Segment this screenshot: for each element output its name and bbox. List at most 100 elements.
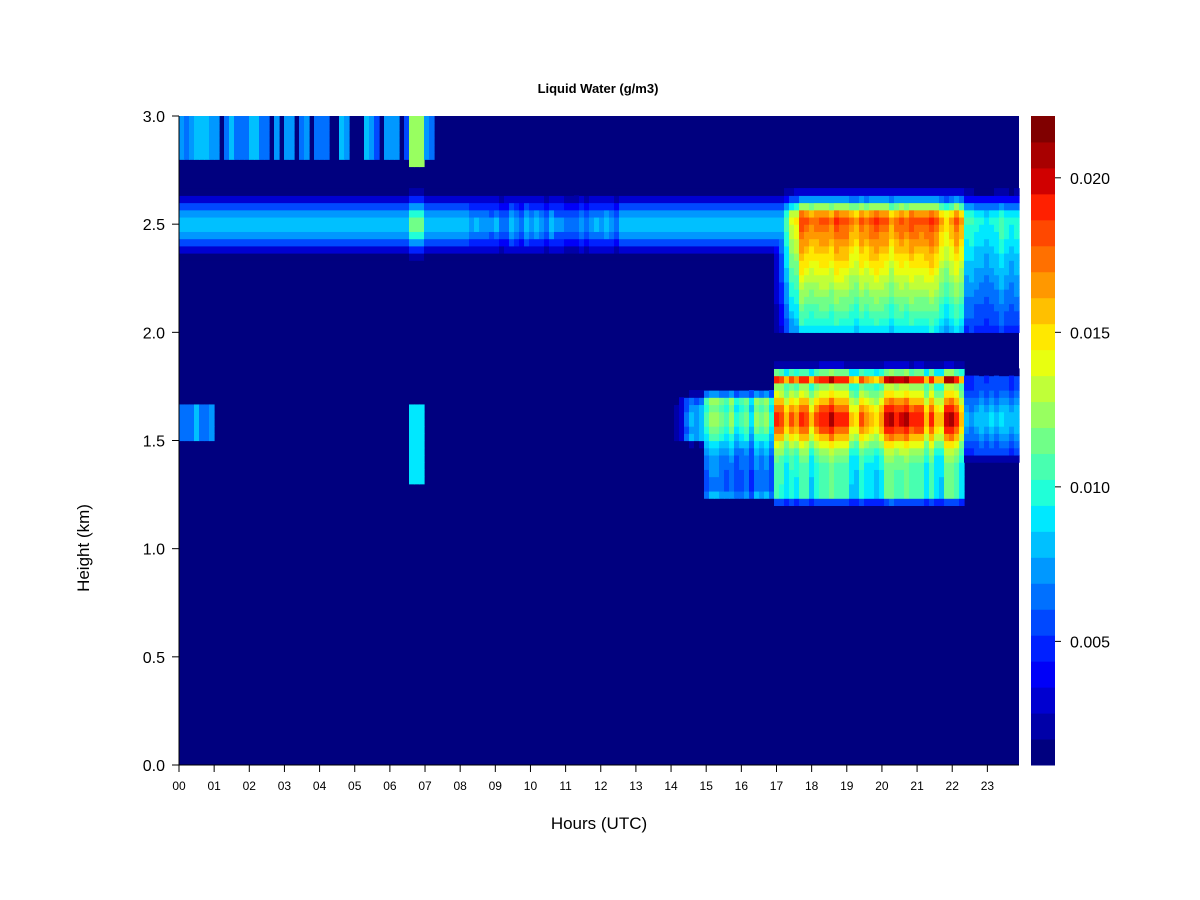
heatmap-cell bbox=[794, 202, 800, 211]
heatmap-cell bbox=[954, 498, 960, 506]
heatmap-cell bbox=[849, 216, 855, 225]
heatmap-cell bbox=[379, 238, 385, 247]
heatmap-cell bbox=[699, 426, 705, 434]
heatmap-cell bbox=[424, 245, 430, 254]
heatmap-cell bbox=[674, 397, 680, 406]
heatmap-cell bbox=[814, 202, 820, 211]
colorbar-tick-label: 0.015 bbox=[1070, 325, 1110, 342]
heatmap-cell bbox=[229, 202, 235, 211]
heatmap-cell bbox=[844, 476, 850, 485]
heatmap-cell bbox=[769, 490, 775, 499]
heatmap-cell bbox=[529, 195, 535, 204]
heatmap-cell bbox=[214, 202, 220, 211]
heatmap-cell bbox=[249, 144, 255, 153]
heatmap-cell bbox=[714, 469, 720, 478]
heatmap-cell bbox=[369, 209, 375, 218]
heatmap-cell bbox=[909, 498, 915, 506]
heatmap-cell bbox=[979, 281, 985, 290]
heatmap-cell bbox=[799, 447, 805, 456]
heatmap-cell bbox=[694, 404, 700, 413]
heatmap-cell bbox=[819, 462, 825, 470]
heatmap-cell bbox=[444, 195, 450, 204]
heatmap-cell bbox=[804, 303, 810, 312]
heatmap-cell bbox=[949, 274, 955, 283]
heatmap-cell bbox=[879, 245, 885, 254]
heatmap-cell bbox=[894, 382, 900, 391]
heatmap-cell bbox=[819, 397, 825, 406]
heatmap-cell bbox=[829, 498, 835, 506]
colorbar-segment bbox=[1031, 271, 1055, 299]
heatmap-cell bbox=[179, 418, 185, 427]
heatmap-cell bbox=[644, 216, 650, 225]
heatmap-cell bbox=[844, 267, 850, 276]
heatmap-cell bbox=[229, 238, 235, 247]
heatmap-cell bbox=[849, 296, 855, 305]
heatmap-cell bbox=[1004, 404, 1010, 413]
heatmap-cell bbox=[814, 433, 820, 442]
heatmap-cell bbox=[909, 188, 915, 196]
heatmap-cell bbox=[334, 231, 340, 240]
heatmap-cell bbox=[989, 390, 995, 398]
heatmap-cell bbox=[844, 469, 850, 478]
heatmap-cell bbox=[844, 260, 850, 269]
heatmap-cell bbox=[324, 202, 330, 211]
heatmap-cell bbox=[884, 397, 890, 406]
heatmap-cell bbox=[804, 447, 810, 456]
heatmap-cell bbox=[899, 469, 905, 478]
heatmap-cell bbox=[819, 296, 825, 305]
heatmap-cell bbox=[1009, 224, 1015, 232]
heatmap-cell bbox=[659, 202, 665, 211]
heatmap-cell bbox=[319, 224, 325, 232]
heatmap-cell bbox=[929, 433, 935, 442]
heatmap-cell bbox=[419, 440, 425, 449]
heatmap-cell bbox=[659, 238, 665, 247]
heatmap-cell bbox=[514, 216, 520, 225]
heatmap-cell bbox=[399, 245, 405, 254]
heatmap-cell bbox=[734, 454, 740, 463]
heatmap-cell bbox=[1004, 447, 1010, 456]
heatmap-cell bbox=[319, 144, 325, 153]
heatmap-cell bbox=[849, 404, 855, 413]
heatmap-cell bbox=[779, 310, 785, 319]
heatmap-cell bbox=[474, 209, 480, 218]
heatmap-cell bbox=[759, 245, 765, 254]
heatmap-cell bbox=[934, 260, 940, 269]
heatmap-cell bbox=[679, 426, 685, 434]
heatmap-cell bbox=[964, 260, 970, 269]
heatmap-cell bbox=[469, 224, 475, 232]
heatmap-cell bbox=[749, 209, 755, 218]
heatmap-cell bbox=[929, 317, 935, 326]
heatmap-cell bbox=[829, 368, 835, 377]
heatmap-cell bbox=[799, 209, 805, 218]
heatmap-cell bbox=[849, 498, 855, 506]
heatmap-cell bbox=[754, 454, 760, 463]
heatmap-cell bbox=[464, 188, 470, 196]
heatmap-cell bbox=[969, 260, 975, 269]
heatmap-cell bbox=[599, 188, 605, 196]
heatmap-cell bbox=[684, 404, 690, 413]
heatmap-cell bbox=[809, 361, 815, 369]
heatmap-cell bbox=[414, 144, 420, 153]
x-tick-label: 16 bbox=[735, 779, 749, 793]
heatmap-cell bbox=[319, 195, 325, 204]
heatmap-cell bbox=[204, 137, 210, 146]
heatmap-cell bbox=[424, 144, 430, 153]
heatmap-cell bbox=[834, 209, 840, 218]
heatmap-cell bbox=[299, 216, 305, 225]
heatmap-cell bbox=[434, 209, 440, 218]
heatmap-cell bbox=[749, 224, 755, 232]
heatmap-cell bbox=[539, 231, 545, 240]
heatmap-cell bbox=[854, 188, 860, 196]
heatmap-cell bbox=[429, 116, 435, 124]
heatmap-cell bbox=[229, 216, 235, 225]
heatmap-cell bbox=[609, 209, 615, 218]
heatmap-cell bbox=[764, 426, 770, 434]
heatmap-cell bbox=[939, 195, 945, 204]
heatmap-cell bbox=[784, 267, 790, 276]
heatmap-cell bbox=[864, 281, 870, 290]
heatmap-cell bbox=[419, 137, 425, 146]
heatmap-cell bbox=[679, 411, 685, 420]
heatmap-cell bbox=[829, 375, 835, 384]
heatmap-cell bbox=[899, 418, 905, 427]
heatmap-cell bbox=[894, 390, 900, 398]
